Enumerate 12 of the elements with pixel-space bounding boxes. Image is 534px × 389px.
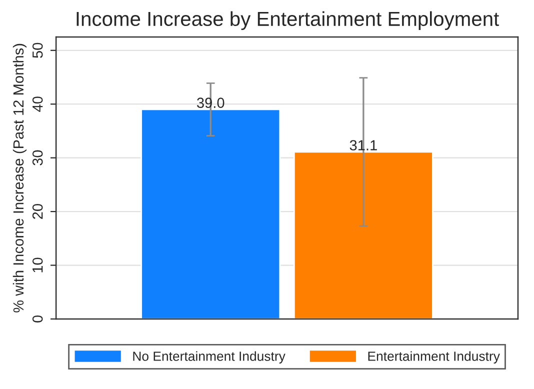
legend-label: No Entertainment Industry (133, 351, 286, 364)
y-tick-label: 40 (32, 96, 43, 112)
y-tick-label: 0 (32, 315, 43, 322)
data-label: 39.0 (196, 98, 224, 108)
data-label: 31.1 (350, 140, 377, 150)
y-axis-title: % with Income Increase (Past 12 Months) (12, 44, 26, 312)
y-tick-label: 50 (32, 42, 43, 58)
y-tick-label: 10 (32, 258, 43, 272)
y-tick-label: 20 (32, 204, 43, 219)
legend-label: Entertainment Industry (368, 351, 500, 364)
y-tick-label: 30 (32, 150, 43, 166)
chart-title: Income Increase by Entertainment Employment (76, 11, 500, 30)
